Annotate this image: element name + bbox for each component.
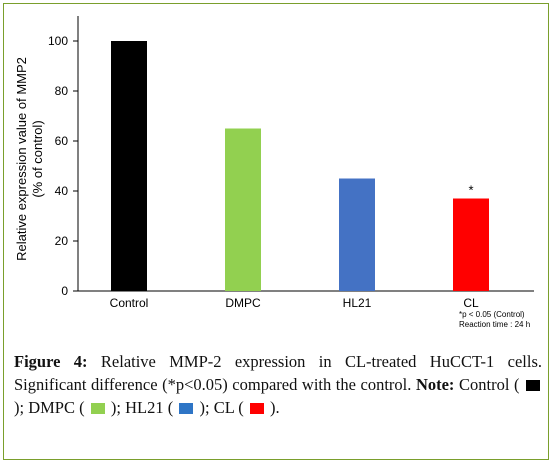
y-tick-label: 0 bbox=[61, 284, 68, 298]
legend-cl: CL ( ). bbox=[213, 398, 280, 417]
swatch-control bbox=[526, 380, 541, 391]
bar-cl bbox=[453, 198, 489, 291]
footnote-reaction-time: Reaction time : 24 h bbox=[459, 320, 530, 329]
y-axis-title: Relative expression value of MMP2 (% of … bbox=[14, 57, 45, 261]
x-tick-label: DMPC bbox=[225, 296, 261, 310]
legend-control: Control ( ); bbox=[14, 375, 542, 417]
footnote-significance: *p < 0.05 (Control) bbox=[459, 310, 525, 319]
axes: 0 20 40 60 80 100 bbox=[48, 16, 534, 298]
x-tick-label: CL bbox=[463, 296, 479, 310]
caption-text: Relative MMP-2 expression in CL-treated … bbox=[14, 352, 542, 394]
swatch-dmpc bbox=[90, 403, 105, 414]
category-labels: Control DMPC HL21 CL bbox=[110, 296, 479, 310]
significance-marker: * bbox=[468, 183, 473, 198]
x-tick-label: Control bbox=[110, 296, 149, 310]
y-axis-label: Relative expression value of MMP2 bbox=[14, 57, 29, 261]
bar-hl21 bbox=[339, 178, 375, 291]
bars: * bbox=[111, 41, 489, 291]
y-axis-sublabel: (% of control) bbox=[30, 120, 45, 197]
figure-caption: Figure 4: Relative MMP-2 expression in C… bbox=[14, 350, 542, 419]
bar-control bbox=[111, 41, 147, 291]
legend-dmpc: DMPC ( ); bbox=[28, 398, 121, 417]
bar-dmpc bbox=[225, 128, 261, 291]
x-tick-label: HL21 bbox=[343, 296, 372, 310]
y-tick-label: 40 bbox=[55, 184, 69, 198]
note-label: Note: bbox=[415, 375, 455, 394]
y-tick-label: 20 bbox=[55, 234, 69, 248]
bar-chart: Relative expression value of MMP2 (% of … bbox=[14, 16, 534, 329]
y-tick-label: 60 bbox=[55, 134, 69, 148]
legend-hl21: HL21 ( ); bbox=[125, 398, 210, 417]
swatch-cl bbox=[249, 403, 264, 414]
swatch-hl21 bbox=[179, 403, 194, 414]
caption-label: Figure 4: bbox=[14, 352, 88, 371]
y-tick-label: 80 bbox=[55, 84, 69, 98]
figure-frame: Relative expression value of MMP2 (% of … bbox=[3, 3, 549, 460]
y-tick-label: 100 bbox=[48, 34, 68, 48]
chart: Relative expression value of MMP2 (% of … bbox=[4, 4, 550, 344]
